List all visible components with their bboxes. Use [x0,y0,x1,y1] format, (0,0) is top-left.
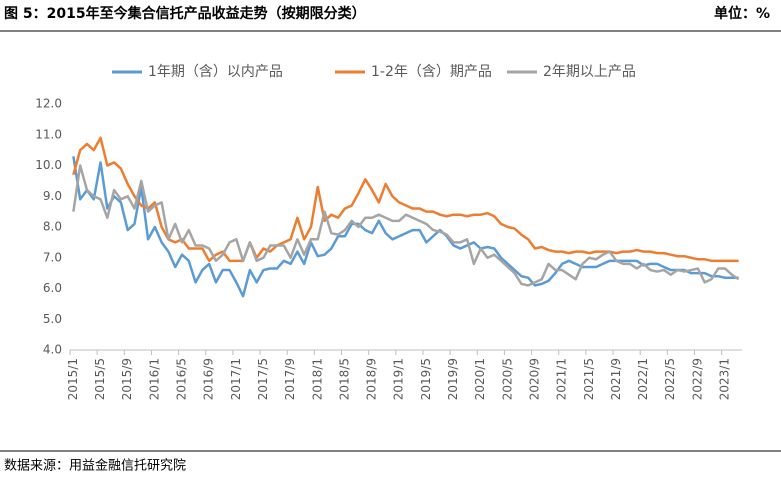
x-tick-label: 2017/9 [283,358,297,400]
x-tick-label: 2021/1 [555,358,569,400]
y-tick-label: 11.0 [35,127,62,141]
series-line [72,156,739,298]
x-tick-label: 2015/5 [93,358,107,400]
y-tick-label: 4.0 [43,343,62,357]
x-tick-label: 2017/1 [229,358,243,400]
y-tick-label: 5.0 [43,312,62,326]
y-tick-label: 7.0 [43,250,62,264]
x-tick-label: 2017/5 [256,358,270,400]
x-tick-label: 2023/1 [718,358,732,400]
x-tick-label: 2020/5 [500,358,514,400]
x-tick-label: 2015/1 [66,358,80,400]
x-tick-label: 2016/9 [202,358,216,400]
y-tick-label: 8.0 [43,220,62,234]
legend-label: 1-2年（含）期产品 [371,64,492,80]
x-tick-label: 2019/5 [419,358,433,400]
x-tick-label: 2018/9 [365,358,379,400]
x-tick-label: 2020/1 [473,358,487,400]
y-tick-label: 9.0 [43,189,62,203]
chart-title: 图 5：2015年至今集合信托产品收益走势（按期限分类） [4,5,366,22]
legend-label: 2年期以上产品 [543,64,636,80]
x-tick-label: 2015/9 [120,358,134,400]
y-tick-label: 10.0 [35,158,62,172]
x-tick-label: 2021/5 [582,358,596,400]
x-tick-label: 2022/1 [636,358,650,400]
x-tick-label: 2020/9 [527,358,541,400]
legend-label: 1年期（含）以内产品 [148,64,283,80]
y-tick-label: 12.0 [35,97,62,111]
x-tick-label: 2022/5 [663,358,677,400]
y-tick-label: 6.0 [43,281,62,295]
x-tick-label: 2022/9 [690,358,704,400]
x-tick-label: 2016/5 [175,358,189,400]
x-tick-label: 2018/5 [337,358,351,400]
series-line [72,164,740,287]
x-tick-label: 2019/9 [446,358,460,400]
x-tick-label: 2016/1 [147,358,161,400]
source-note: 数据来源：用益金融信托研究院 [4,458,186,474]
series-line [72,136,739,263]
x-tick-label: 2018/1 [310,358,324,400]
x-tick-label: 2019/1 [392,358,406,400]
unit-label: 单位：% [714,5,770,22]
x-tick-label: 2021/9 [609,358,623,400]
